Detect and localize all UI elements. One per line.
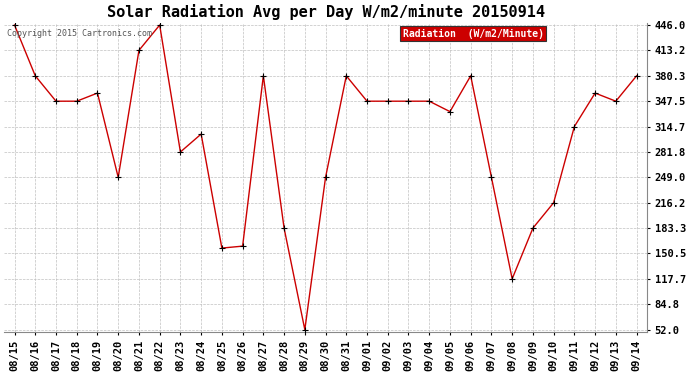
Text: Copyright 2015 Cartronics.com: Copyright 2015 Cartronics.com — [8, 29, 152, 38]
Title: Solar Radiation Avg per Day W/m2/minute 20150914: Solar Radiation Avg per Day W/m2/minute … — [106, 4, 544, 20]
Text: Radiation  (W/m2/Minute): Radiation (W/m2/Minute) — [403, 29, 544, 39]
